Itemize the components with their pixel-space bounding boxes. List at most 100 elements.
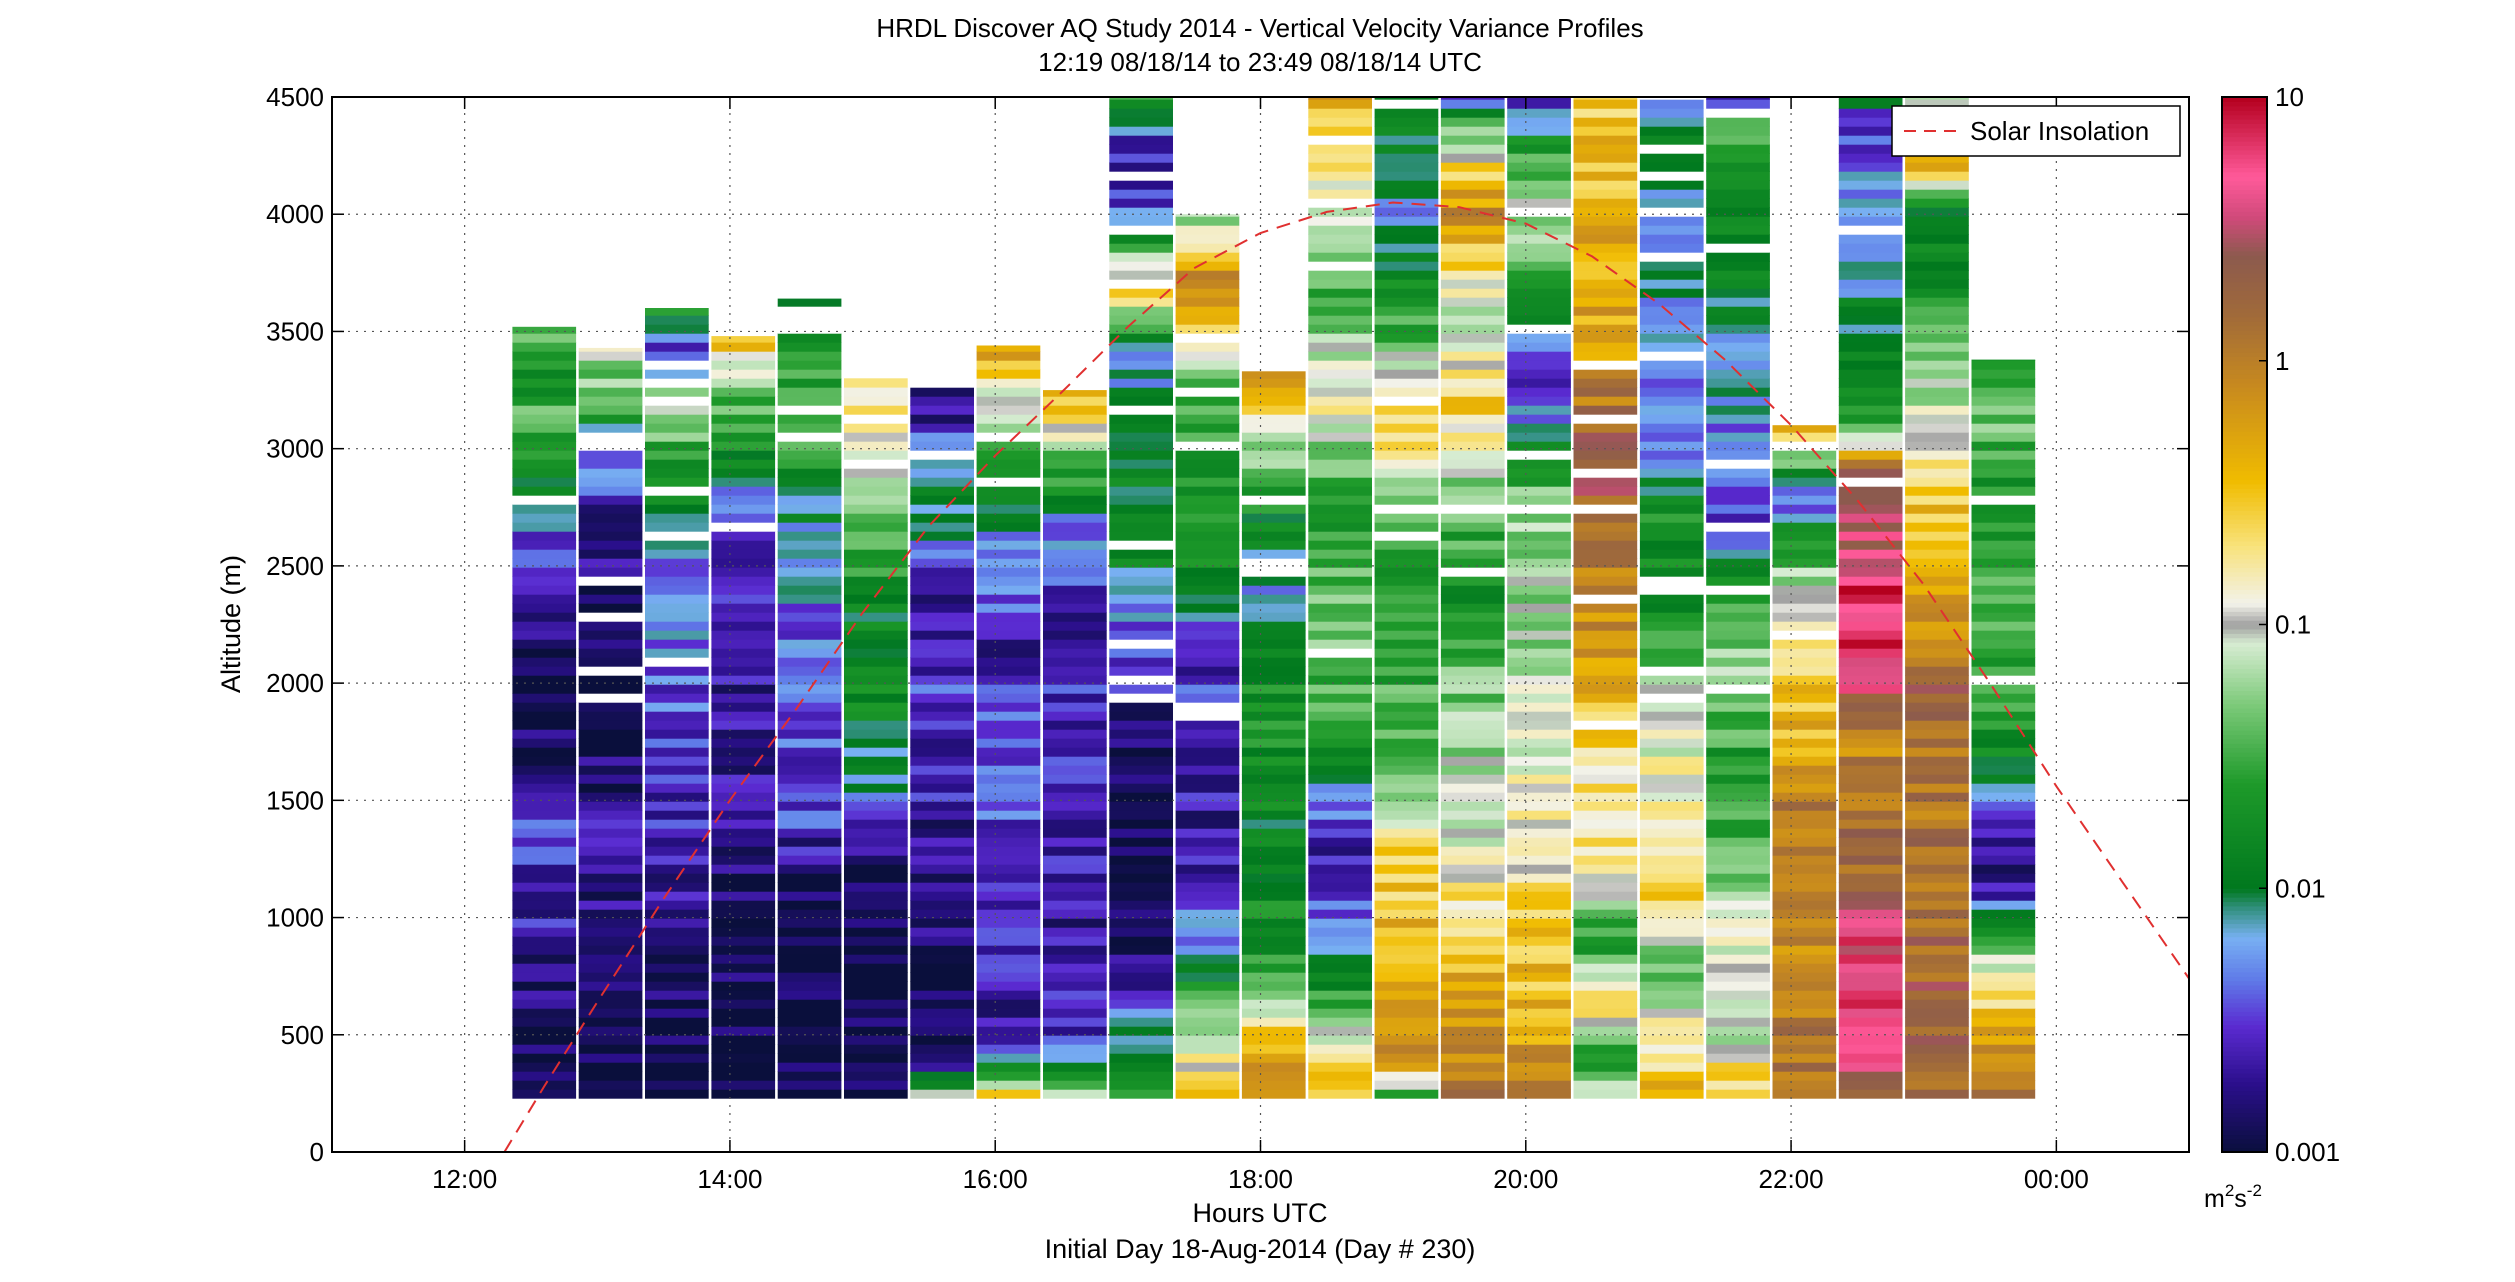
heatmap-cell — [1838, 558, 1903, 568]
heatmap-cell — [1109, 738, 1173, 748]
heatmap-cell — [1241, 873, 1306, 883]
heatmap-cell — [1043, 927, 1107, 937]
heatmap-cell — [1440, 1026, 1505, 1036]
heatmap-cell — [844, 639, 908, 649]
heatmap-cell — [844, 972, 908, 982]
heatmap-cell — [1507, 918, 1571, 928]
heatmap-cell — [1043, 390, 1107, 397]
heatmap-cell — [711, 855, 776, 865]
heatmap-cell — [1639, 234, 1704, 244]
heatmap-cell — [645, 639, 709, 649]
heatmap-cell — [1971, 837, 2036, 847]
heatmap-cell — [976, 738, 1041, 748]
heatmap-cell — [1772, 450, 1837, 460]
heatmap-cell — [711, 450, 776, 460]
heatmap-cell — [1109, 243, 1173, 253]
x-tick-label: 12:00 — [432, 1164, 497, 1194]
heatmap-cell — [1507, 567, 1571, 577]
heatmap-cell — [711, 1062, 776, 1072]
heatmap-cell — [1706, 378, 1770, 388]
heatmap-cell — [1706, 846, 1770, 856]
heatmap-cell — [1971, 603, 2036, 613]
heatmap-cell — [976, 729, 1041, 739]
heatmap-cell — [1374, 288, 1439, 298]
heatmap-cell — [1971, 621, 2036, 631]
heatmap-cell — [844, 468, 908, 478]
heatmap-cell — [844, 486, 908, 496]
heatmap-cell — [645, 324, 709, 334]
heatmap-cell — [1440, 909, 1505, 919]
heatmap-cell — [910, 675, 974, 685]
heatmap-cell — [1905, 198, 1969, 208]
heatmap-cell — [1573, 486, 1638, 496]
colorbar-swatch — [2222, 549, 2267, 555]
heatmap-cell — [1043, 639, 1107, 649]
heatmap-cell — [711, 837, 776, 847]
heatmap-cell — [578, 347, 643, 352]
heatmap-cell — [1308, 441, 1372, 451]
heatmap-cell — [1905, 369, 1969, 379]
heatmap-cell — [645, 693, 709, 703]
heatmap-cell — [1308, 279, 1372, 289]
heatmap-cell — [910, 1035, 974, 1045]
heatmap-cell — [1971, 549, 2036, 559]
heatmap-cell — [844, 774, 908, 784]
heatmap-cell — [1573, 891, 1638, 901]
heatmap-cell — [1573, 360, 1638, 370]
heatmap-cell — [1838, 855, 1903, 865]
colorbar-swatch — [2222, 356, 2267, 362]
heatmap-cell — [1772, 1089, 1837, 1099]
heatmap-cell — [512, 909, 577, 919]
heatmap-cell — [1971, 774, 2036, 784]
colorbar-swatch — [2222, 1055, 2267, 1061]
heatmap-cell — [1772, 603, 1837, 613]
heatmap-cell — [1109, 1080, 1173, 1090]
heatmap-cell — [844, 513, 908, 523]
heatmap-cell — [1706, 855, 1770, 865]
heatmap-cell — [1043, 783, 1107, 793]
colorbar-swatch — [2222, 189, 2267, 195]
heatmap-cell — [1308, 675, 1372, 685]
heatmap-cell — [1905, 675, 1969, 685]
heatmap-cell — [1507, 747, 1571, 757]
colorbar-swatch — [2222, 699, 2267, 705]
heatmap-cell — [910, 693, 974, 703]
heatmap-cell — [1639, 675, 1704, 685]
heatmap-cell — [1905, 252, 1969, 262]
heatmap-cell — [1175, 279, 1240, 289]
heatmap-cell — [1706, 198, 1770, 208]
heatmap-cell — [711, 1053, 776, 1063]
heatmap-cell — [1838, 324, 1903, 334]
heatmap-cell — [1971, 387, 2036, 397]
heatmap-cell — [1308, 450, 1372, 460]
colorbar-swatch — [2222, 211, 2267, 217]
heatmap-cell — [1838, 189, 1903, 199]
heatmap-cell — [1241, 1053, 1306, 1063]
heatmap-cell — [910, 891, 974, 901]
colorbar-swatch — [2222, 598, 2267, 604]
heatmap-cell — [512, 738, 577, 748]
heatmap-cell — [512, 693, 577, 703]
heatmap-cell — [711, 1026, 776, 1036]
heatmap-cell — [1772, 981, 1837, 991]
heatmap-cell — [1109, 693, 1173, 703]
heatmap-cell — [1639, 459, 1704, 469]
heatmap-cell — [645, 378, 709, 388]
heatmap-cell — [645, 432, 709, 442]
heatmap-cell — [910, 468, 974, 478]
heatmap-cell — [1440, 558, 1505, 568]
heatmap-cell — [1507, 792, 1571, 802]
heatmap-cell — [910, 954, 974, 964]
heatmap-cell — [1905, 648, 1969, 658]
heatmap-cell — [1706, 945, 1770, 955]
heatmap-cell — [1175, 999, 1240, 1009]
colorbar-swatch — [2222, 562, 2267, 568]
heatmap-cell — [1507, 738, 1571, 748]
heatmap-cell — [1440, 594, 1505, 604]
heatmap-cell — [1971, 657, 2036, 667]
heatmap-cell — [1706, 513, 1770, 523]
heatmap-cell — [645, 549, 709, 559]
heatmap-cell — [1507, 243, 1571, 253]
heatmap-cell — [1838, 495, 1903, 505]
heatmap-cell — [1838, 477, 1903, 487]
